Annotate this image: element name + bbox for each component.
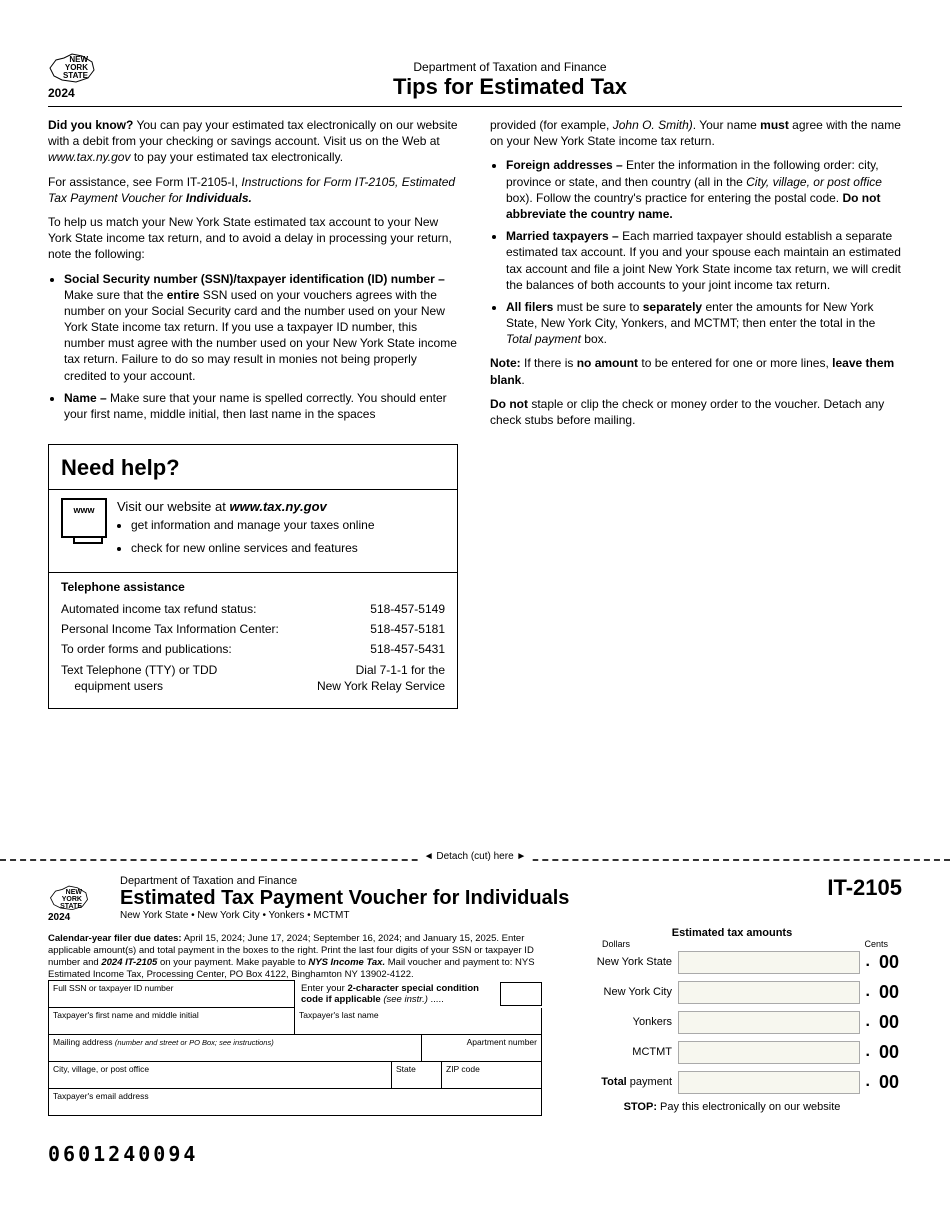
bullet-foreign: Foreign addresses – Enter the informatio… [506, 157, 902, 222]
amount-row-yonkers: Yonkers.00 [562, 1011, 902, 1034]
help-bullet-2: check for new online services and featur… [131, 540, 375, 556]
bullet-name: Name – Make sure that your name is spell… [64, 390, 460, 422]
bullet-ssn: Social Security number (SSN)/taxpayer id… [64, 271, 460, 384]
nys-logo: NEW YORK STATE 2024 [48, 48, 118, 100]
dept-name: Department of Taxation and Finance [118, 60, 902, 74]
total-amount-input[interactable] [678, 1071, 860, 1094]
mctmt-amount-input[interactable] [678, 1041, 860, 1064]
help-box: Need help? www Visit our website at www.… [48, 444, 458, 709]
email-field[interactable]: Taxpayer's email address [48, 1089, 542, 1116]
stop-line: STOP: Pay this electronically on our web… [562, 1101, 902, 1113]
amounts-heading: Estimated tax amounts [562, 927, 902, 939]
nyc-amount-input[interactable] [678, 981, 860, 1004]
special-code-area: Enter your 2-character special condition… [295, 980, 542, 1008]
tel-row-info: Personal Income Tax Information Center:5… [61, 621, 445, 637]
zip-field[interactable]: ZIP code [442, 1062, 542, 1089]
voucher-title: Estimated Tax Payment Voucher for Indivi… [120, 887, 815, 910]
barcode: 0601240094 [48, 1142, 902, 1166]
logo-year: 2024 [48, 86, 118, 100]
tel-row-refund: Automated income tax refund status:518-4… [61, 601, 445, 617]
did-you-know: Did you know? [48, 118, 133, 132]
help-title: Need help? [49, 445, 457, 489]
voucher-logo: NEW YORK STATE 2024 [48, 875, 108, 923]
www-icon: www [61, 498, 107, 538]
left-column: Did you know? You can pay your estimated… [48, 117, 460, 709]
telephone-heading: Telephone assistance [61, 579, 445, 595]
detach-label: ◄ Detach (cut) here ► [418, 851, 533, 862]
help-bullet-1: get information and manage your taxes on… [131, 517, 375, 533]
nys-amount-input[interactable] [678, 951, 860, 974]
bullet-married: Married taxpayers – Each married taxpaye… [506, 228, 902, 293]
header-rule [48, 106, 902, 107]
website-url: www.tax.ny.gov [229, 499, 326, 514]
header: NEW YORK STATE 2024 Department of Taxati… [48, 48, 902, 100]
yonkers-amount-input[interactable] [678, 1011, 860, 1034]
voucher-dept: Department of Taxation and Finance [120, 875, 815, 887]
form-number: IT-2105 [827, 875, 902, 901]
amount-row-nyc: New York City.00 [562, 981, 902, 1004]
first-name-field[interactable]: Taxpayer's first name and middle initial [48, 1008, 295, 1035]
voucher-subtitle: New York State • New York City • Yonkers… [120, 910, 815, 921]
right-column: provided (for example, John O. Smith). Y… [490, 117, 902, 709]
state-field[interactable]: State [392, 1062, 442, 1089]
city-field[interactable]: City, village, or post office [48, 1062, 392, 1089]
apartment-field[interactable]: Apartment number [422, 1035, 542, 1062]
tel-row-forms: To order forms and publications:518-457-… [61, 641, 445, 657]
last-name-field[interactable]: Taxpayer's last name [295, 1008, 542, 1035]
bullet-allfilers: All filers must be sure to separately en… [506, 299, 902, 348]
ssn-field[interactable]: Full SSN or taxpayer ID number [48, 980, 295, 1008]
tel-row-tty: Text Telephone (TTY) or TDD equipment us… [61, 662, 445, 694]
voucher-instructions: Calendar-year filer due dates: April 15,… [48, 933, 542, 981]
detach-line: ◄ Detach (cut) here ► [0, 859, 950, 875]
amount-row-total: Total payment.00 [562, 1071, 902, 1094]
special-code-input[interactable] [500, 982, 542, 1006]
amounts-subhead: DollarsCents [562, 939, 902, 951]
page-title: Tips for Estimated Tax [118, 74, 902, 100]
amount-row-nys: New York State.00 [562, 951, 902, 974]
amount-row-mctmt: MCTMT.00 [562, 1041, 902, 1064]
address-field[interactable]: Mailing address (number and street or PO… [48, 1035, 422, 1062]
